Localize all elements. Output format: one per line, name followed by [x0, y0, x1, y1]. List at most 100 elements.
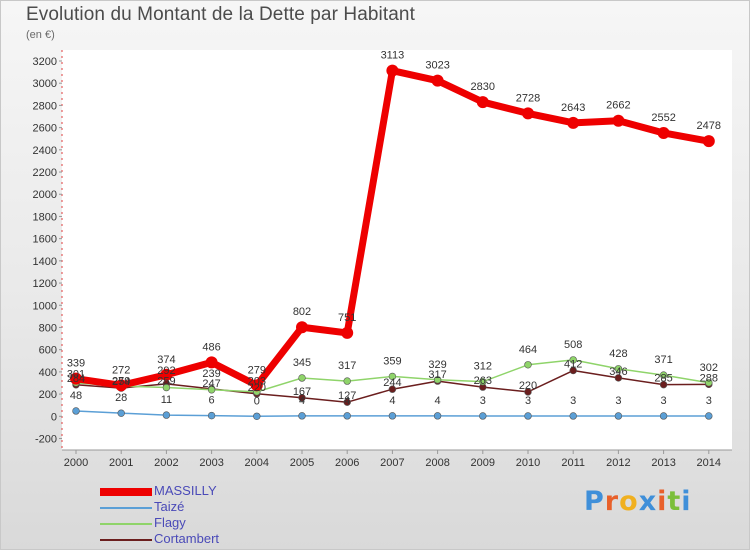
chart-title: Evolution du Montant de la Dette par Hab…: [26, 4, 415, 25]
data-point-flagy: [659, 371, 668, 379]
data-label: 220: [248, 382, 266, 394]
x-tick-label: 2003: [199, 457, 223, 469]
data-point-flagy: [614, 365, 623, 373]
y-tick-label: 1400: [33, 256, 57, 268]
data-label: 259: [157, 376, 175, 388]
data-label: 3023: [425, 60, 449, 72]
data-label: 167: [293, 386, 311, 398]
data-point-massilly: [657, 126, 670, 139]
y-tick-label: 800: [39, 322, 57, 334]
data-point-flagy: [388, 372, 397, 381]
data-label: 239: [202, 368, 220, 380]
y-tick-label: 0: [51, 411, 57, 423]
data-point-flagy: [162, 383, 171, 392]
data-point-cortambert: [569, 366, 577, 375]
y-tick-label: 3200: [33, 56, 57, 68]
x-tick-label: 2007: [380, 457, 404, 469]
data-label: 3113: [381, 50, 405, 62]
y-tick-label: 2000: [33, 189, 57, 201]
data-label: 2728: [516, 92, 540, 104]
x-tick-label: 2002: [154, 457, 178, 469]
data-label: 3: [615, 395, 621, 407]
data-point-massilly: [612, 114, 625, 127]
x-tick-label: 2005: [290, 457, 314, 469]
data-point-massilly: [250, 379, 263, 392]
legend-swatch-massilly: [100, 488, 152, 496]
data-label: 302: [700, 362, 718, 374]
y-tick-label: 3000: [33, 78, 57, 90]
data-label: 203: [248, 375, 266, 387]
data-label: 48: [70, 390, 82, 402]
data-label: 3: [570, 395, 576, 407]
series-massilly: [70, 64, 715, 392]
data-point-flagy: [479, 377, 487, 386]
y-tick-label: 1600: [33, 234, 57, 246]
data-point-massilly: [296, 321, 308, 334]
data-point-massilly: [386, 64, 399, 77]
data-point-massilly: [341, 326, 354, 339]
data-label: 4: [435, 395, 441, 407]
data-label: 4: [344, 395, 350, 407]
data-label: 279: [248, 364, 266, 376]
data-label: 3: [525, 395, 531, 407]
data-label: 346: [609, 366, 627, 378]
data-label: 312: [474, 361, 492, 373]
data-point-taiz: [162, 411, 171, 419]
y-tick-label: 1000: [33, 300, 57, 312]
data-point-massilly: [431, 74, 444, 87]
data-point-flagy: [705, 379, 713, 387]
data-point-taiz: [298, 412, 306, 420]
x-tick-label: 2010: [516, 457, 540, 469]
data-label: 2552: [651, 112, 675, 124]
data-label: 3: [480, 395, 486, 407]
data-point-flagy: [524, 361, 532, 369]
y-tick-label: 2600: [33, 123, 57, 135]
data-point-cortambert: [614, 374, 623, 382]
data-label: 2662: [606, 100, 630, 112]
data-label: 279: [112, 375, 130, 387]
data-point-flagy: [569, 356, 577, 364]
proxiti-logo: Proxiti: [584, 486, 692, 517]
data-point-taiz: [524, 412, 532, 420]
y-tick-label: 1800: [33, 211, 57, 223]
data-label: 4: [389, 395, 395, 407]
legend-swatch-flagy: [100, 523, 152, 525]
data-label: 247: [202, 378, 220, 390]
x-tick-label: 2006: [335, 457, 359, 469]
data-label: 317: [428, 369, 446, 381]
data-point-cortambert: [298, 394, 306, 402]
legend-swatch-taize: [100, 507, 152, 509]
data-label: 220: [519, 380, 537, 392]
data-label: 0: [254, 395, 260, 407]
data-label: 359: [383, 355, 401, 367]
y-tick-label: 2800: [33, 100, 57, 112]
y-tick-label: 2200: [33, 167, 57, 179]
data-point-massilly: [567, 116, 580, 129]
data-label: 371: [654, 354, 672, 366]
y-tick-label: 200: [39, 389, 57, 401]
data-label: 2830: [471, 81, 495, 93]
data-point-taiz: [569, 412, 577, 420]
series-taiz: [72, 407, 713, 420]
data-point-massilly: [115, 379, 128, 392]
data-label: 486: [202, 341, 220, 353]
data-point-flagy: [433, 376, 442, 384]
data-point-cortambert: [343, 398, 351, 406]
data-point-taiz: [479, 412, 487, 420]
data-label: 428: [609, 348, 627, 360]
data-label: 802: [293, 306, 311, 318]
data-point-taiz: [659, 412, 668, 420]
data-label: 292: [157, 365, 175, 377]
x-tick-label: 2000: [64, 457, 88, 469]
y-tick-label: 400: [39, 367, 57, 379]
data-point-massilly: [160, 368, 173, 381]
data-point-flagy: [298, 374, 306, 382]
y-tick-label: -200: [35, 434, 57, 446]
data-point-massilly: [702, 135, 715, 148]
data-point-taiz: [253, 412, 261, 420]
y-tick-label: 600: [39, 345, 57, 357]
data-point-taiz: [433, 412, 442, 420]
data-point-cortambert: [659, 380, 668, 389]
data-point-flagy: [343, 377, 351, 385]
data-label: 301: [67, 369, 85, 381]
